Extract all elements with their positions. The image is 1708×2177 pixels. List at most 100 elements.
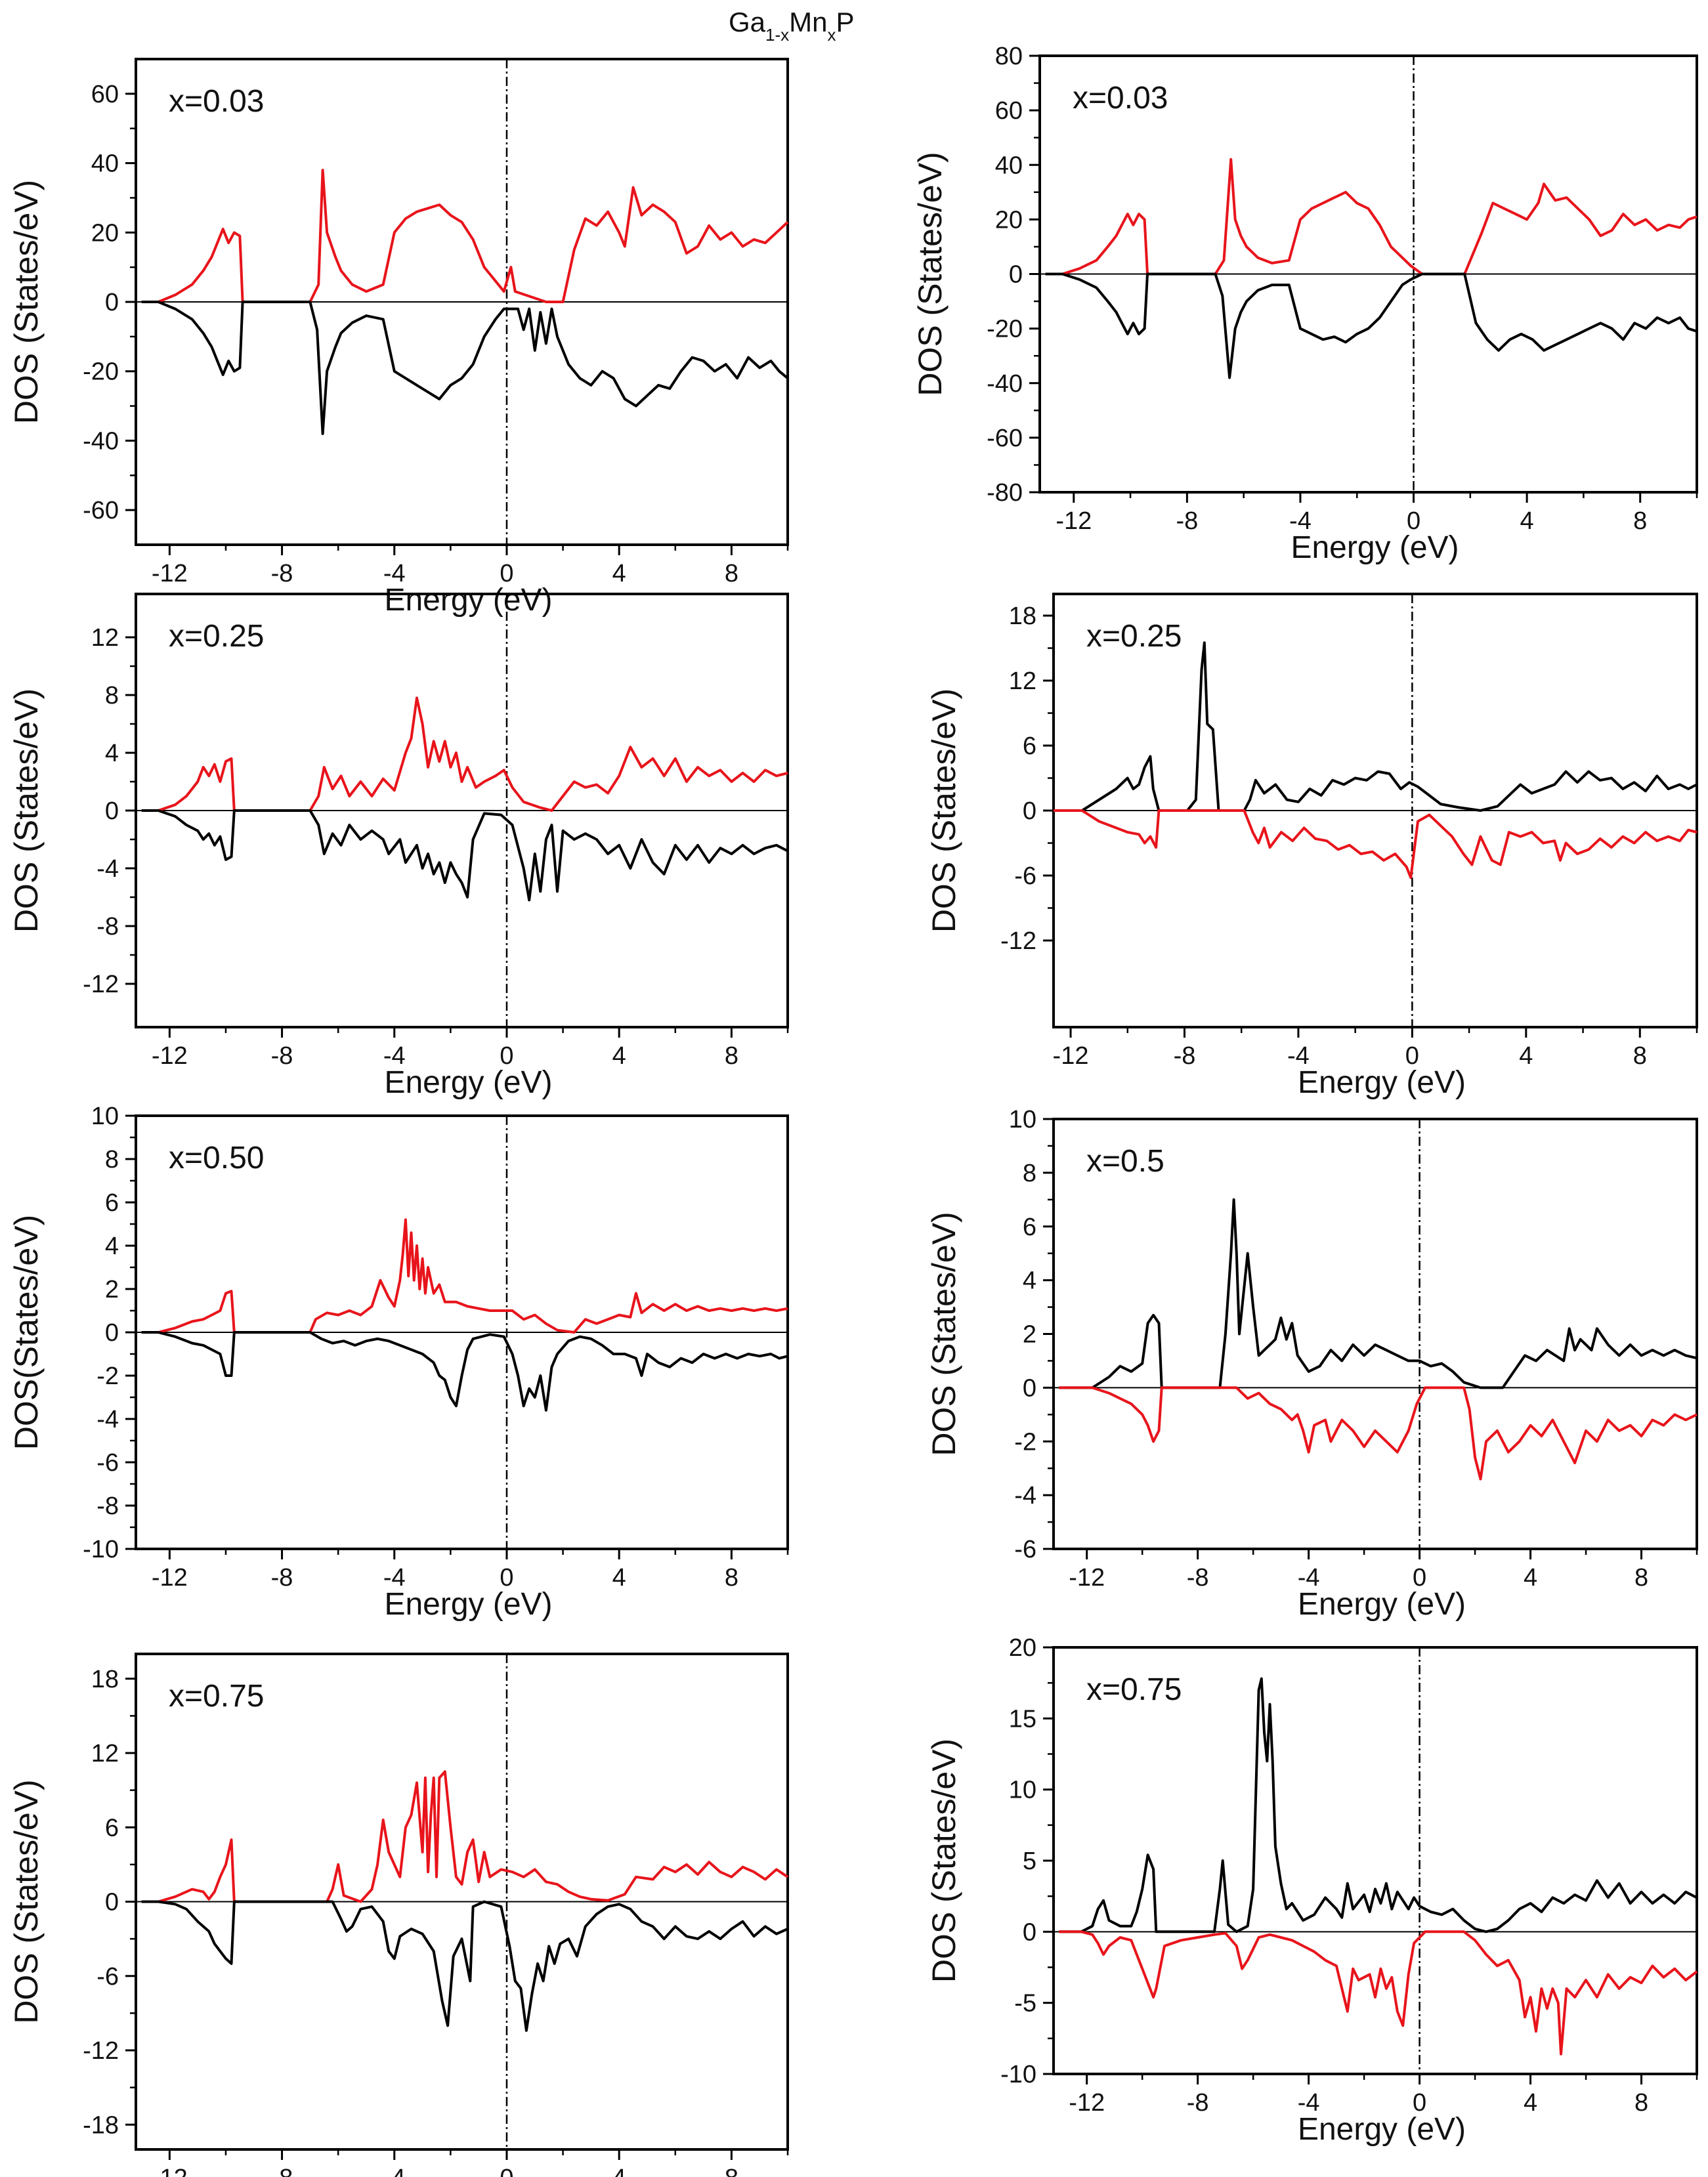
y-tick-label: -20	[83, 358, 119, 386]
title-sub-1-x: 1-x	[765, 25, 789, 45]
y-tick-label: 6	[1023, 732, 1036, 760]
y-tick-label: 0	[105, 1889, 119, 1916]
y-tick-label: -12	[83, 2037, 119, 2065]
y-tick-label: -6	[1014, 1536, 1036, 1563]
title-mn: Mn	[789, 7, 827, 37]
title-p: P	[836, 7, 855, 37]
x-axis-label: Energy (eV)	[1298, 1587, 1466, 1622]
panel-label: x=0.75	[1086, 1672, 1182, 1707]
upper-spin-dos-curve	[141, 1218, 788, 1334]
y-tick-label: -40	[987, 370, 1023, 398]
y-tick-label: -6	[96, 1449, 119, 1477]
y-tick-label: 40	[995, 152, 1023, 179]
y-tick-label: 20	[91, 219, 119, 247]
y-tick-label: 60	[995, 97, 1023, 125]
x-tick-label: -8	[271, 1042, 293, 1070]
x-tick-label: -4	[383, 2165, 406, 2177]
x-tick-label: 0	[500, 1564, 513, 1592]
x-tick-label: 0	[1407, 507, 1420, 535]
x-tick-label: -12	[152, 2165, 188, 2177]
y-tick-label: -2	[1014, 1428, 1036, 1456]
y-tick-label: 0	[1023, 1374, 1036, 1402]
y-tick-label: -6	[96, 1963, 119, 1991]
y-tick-label: 4	[105, 740, 119, 767]
y-axis-label: DOS (States/eV)	[8, 1779, 45, 2023]
panel-label: x=0.75	[169, 1679, 264, 1714]
title-sub-x: x	[828, 25, 836, 45]
x-axis-label: Energy (eV)	[384, 583, 552, 618]
y-tick-label: -80	[987, 479, 1023, 507]
x-tick-label: 4	[1524, 2089, 1537, 2117]
x-tick-label: -4	[383, 1564, 406, 1592]
upper-spin-dos-curve	[1054, 641, 1697, 812]
dos-panel: -12 -8 -4 0 4 8 -12 -6 0 6 12 18 Energy (eV) DOS (Sta…	[926, 593, 1698, 1100]
x-axis-label: Energy (eV)	[1298, 1065, 1466, 1100]
x-tick-label: 0	[1413, 2089, 1426, 2117]
y-tick-label: -60	[987, 425, 1023, 452]
x-tick-label: 8	[1634, 1564, 1648, 1592]
x-tick-label: -12	[1053, 1042, 1089, 1070]
y-tick-label: 5	[1023, 1848, 1036, 1875]
upper-spin-dos-curve	[1059, 1677, 1697, 1934]
dos-panel: -12 -8 -4 0 4 8 -6 -4 -2 0 2 4 6 8 10 Energy (eV) DOS (S…	[926, 1106, 1698, 1622]
x-tick-label: -4	[1298, 2089, 1320, 2117]
upper-spin-dos-curve	[1059, 1198, 1697, 1389]
x-tick-label: -8	[1174, 1042, 1196, 1070]
y-tick-label: -20	[987, 316, 1023, 343]
x-axis-label: Energy (eV)	[1298, 2112, 1466, 2147]
y-axis-label: DOS (States/eV)	[8, 180, 45, 424]
y-axis-label: DOS (States/eV)	[926, 688, 962, 933]
panel-label: x=0.03	[1073, 81, 1168, 116]
x-tick-label: -8	[271, 1564, 293, 1592]
x-tick-label: 4	[612, 1564, 626, 1592]
y-tick-label: 6	[1023, 1214, 1036, 1241]
x-tick-label: -4	[383, 560, 406, 587]
lower-spin-dos-curve	[141, 1900, 788, 2032]
x-tick-label: -4	[1289, 507, 1312, 535]
y-tick-label: -6	[1014, 862, 1036, 890]
x-tick-label: -8	[271, 560, 293, 587]
y-tick-label: 6	[105, 1189, 119, 1217]
dos-panel: -12 -8 -4 0 4 8 -10 -5 0 5 10 15 20 Energy (eV) DOS (S…	[926, 1634, 1698, 2147]
y-tick-label: -10	[1000, 2061, 1036, 2088]
y-tick-label: -4	[1014, 1482, 1036, 1510]
y-tick-label: 0	[1023, 1918, 1036, 1946]
y-tick-label: -4	[96, 855, 119, 883]
x-tick-label: -4	[1287, 1042, 1310, 1070]
y-tick-label: -4	[96, 1406, 119, 1433]
lower-spin-dos-curve	[1054, 809, 1697, 879]
x-tick-label: 4	[1520, 507, 1534, 535]
x-axis-label: Energy (eV)	[384, 1587, 552, 1622]
x-tick-label: 8	[725, 2165, 738, 2177]
x-tick-label: 8	[1633, 1042, 1647, 1070]
x-axis-label: Energy (eV)	[1291, 530, 1459, 565]
x-tick-label: -12	[1069, 1564, 1105, 1592]
y-tick-label: -12	[83, 971, 119, 998]
lower-spin-dos-curve	[141, 1331, 788, 1412]
y-tick-label: -8	[96, 1492, 119, 1520]
x-tick-label: 8	[725, 1042, 738, 1070]
x-tick-label: -12	[1069, 2089, 1105, 2117]
y-tick-label: 6	[105, 1814, 119, 1842]
y-tick-label: 60	[91, 81, 119, 108]
x-tick-label: -4	[1298, 1564, 1320, 1592]
panel-label: x=0.03	[169, 84, 264, 119]
y-tick-label: 2	[1023, 1321, 1036, 1349]
x-tick-label: -4	[383, 1042, 406, 1070]
x-tick-label: -8	[1187, 2089, 1209, 2117]
x-tick-label: -12	[1056, 507, 1092, 535]
y-tick-label: 12	[91, 624, 119, 652]
x-tick-label: -8	[1187, 1564, 1209, 1592]
y-tick-label: -40	[83, 427, 119, 455]
y-tick-label: 10	[1009, 1106, 1036, 1133]
x-tick-label: -12	[152, 560, 188, 587]
dos-panel: -12 -8 -4 0 4 8 -12 -8 -4 0 4 8 12 Energy (eV) DOS (St…	[8, 593, 789, 1100]
y-tick-label: 0	[1009, 261, 1023, 289]
x-tick-label: 8	[1634, 2089, 1648, 2117]
x-axis-label: Energy (eV)	[384, 1065, 552, 1100]
y-tick-label: 8	[105, 1146, 119, 1173]
title-ga: Ga	[729, 7, 766, 37]
